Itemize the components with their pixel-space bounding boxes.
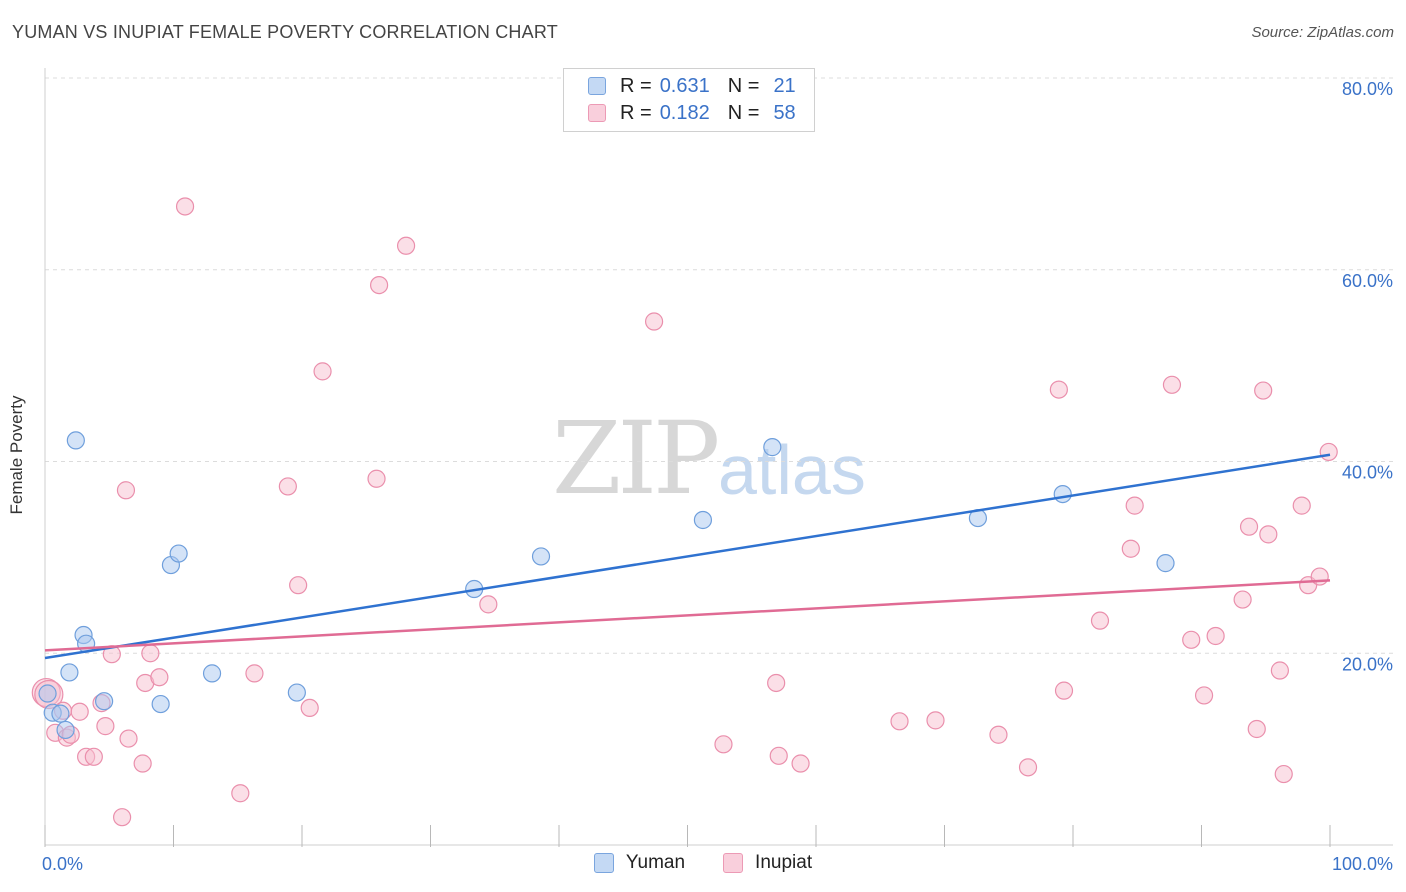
y-tick-label-40: 40.0% <box>1342 463 1393 483</box>
inupiat-point <box>1182 630 1201 649</box>
x-tick-label-0: 0.0% <box>42 854 83 874</box>
inupiat-point <box>313 362 332 381</box>
yuman-point <box>56 720 75 740</box>
inupiat-point <box>278 477 297 496</box>
inupiat-point <box>112 808 132 827</box>
inupiat-point <box>1259 525 1278 544</box>
watermark-zip: ZIP <box>552 400 720 517</box>
y-tick-label-60: 60.0% <box>1342 271 1393 291</box>
inupiat-trend-line <box>44 579 1331 652</box>
inupiat-point <box>714 735 733 754</box>
legend-r-value-yuman: 0.631 <box>659 74 710 97</box>
legend-r-label-inupiat: R = <box>620 101 652 124</box>
inupiat-point <box>1274 764 1293 784</box>
inupiat-point <box>644 312 664 331</box>
yuman-point <box>169 544 188 563</box>
legend-item-inupiat[interactable]: Inupiat <box>723 852 812 874</box>
legend-n-value-yuman: 21 <box>773 74 796 97</box>
inupiat-point <box>231 784 250 803</box>
inupiat-point <box>1292 496 1311 515</box>
inupiat-point <box>1162 375 1182 394</box>
inupiat-point <box>370 275 389 295</box>
yuman-point <box>60 663 79 682</box>
inupiat-point <box>1233 590 1252 609</box>
inupiat-point <box>1206 626 1225 646</box>
yuman-legend-swatch <box>593 853 614 873</box>
inupiat-point <box>1054 681 1074 700</box>
yuman-swatch <box>588 77 606 95</box>
inupiat-point <box>767 673 786 693</box>
inupiat-point <box>175 197 195 216</box>
yuman-legend-label: Yuman <box>625 852 686 873</box>
inupiat-point <box>96 717 115 736</box>
inupiat-point <box>769 746 788 765</box>
inupiat-point <box>150 668 169 687</box>
inupiat-point <box>1049 380 1068 399</box>
watermark-atlas: atlas <box>718 431 866 509</box>
series-legend: Yuman Inupiat <box>0 852 1406 874</box>
inupiat-point <box>396 236 416 255</box>
chart-source: Source: ZipAtlas.com <box>1251 24 1394 41</box>
yuman-point <box>287 683 306 702</box>
inupiat-point <box>890 712 909 731</box>
inupiat-legend-swatch <box>723 853 744 873</box>
inupiat-point <box>70 702 89 721</box>
inupiat-point <box>1018 758 1038 777</box>
inupiat-point <box>289 576 308 595</box>
legend-r-label-yuman: R = <box>620 74 652 97</box>
yuman-point <box>693 510 713 530</box>
legend-n-label-inupiat: N = <box>727 101 760 124</box>
inupiat-point <box>1319 442 1338 462</box>
inupiat-point <box>367 469 386 488</box>
legend-row-inupiat: R = 0.182 N = 58 <box>588 101 796 125</box>
inupiat-point <box>479 595 498 614</box>
yuman-point <box>1053 484 1072 504</box>
inupiat-point <box>84 747 103 766</box>
inupiat-point <box>119 729 138 748</box>
legend-n-label-yuman: N = <box>727 74 760 97</box>
yuman-point <box>66 431 85 450</box>
inupiat-point <box>141 644 160 663</box>
inupiat-point <box>989 725 1008 744</box>
inupiat-point <box>1121 539 1140 558</box>
yuman-point <box>531 547 551 566</box>
y-tick-label-20: 20.0% <box>1342 654 1393 674</box>
inupiat-legend-label: Inupiat <box>755 852 813 873</box>
inupiat-point <box>245 664 264 683</box>
inupiat-point <box>1125 496 1144 515</box>
legend-r-value-inupiat: 0.182 <box>659 101 710 124</box>
inupiat-point <box>1247 719 1266 739</box>
yuman-point <box>1156 554 1175 573</box>
yuman-trend-line <box>44 453 1331 660</box>
inupiat-point <box>1194 686 1214 705</box>
chart-title: YUMAN VS INUPIAT FEMALE POVERTY CORRELAT… <box>12 22 558 42</box>
inupiat-point <box>300 698 319 717</box>
legend-row-yuman: R = 0.631 N = 21 <box>588 74 796 98</box>
y-axis-label: Female Poverty <box>7 395 26 515</box>
y-tick-label-80: 80.0% <box>1342 79 1393 99</box>
inupiat-point <box>133 754 152 773</box>
yuman-point <box>38 684 57 703</box>
inupiat-swatch <box>588 104 606 122</box>
yuman-point <box>151 694 170 714</box>
inupiat-point <box>791 754 810 773</box>
stats-legend: R = 0.631 N = 21 R = 0.182 N = 58 <box>563 68 815 132</box>
inupiat-point <box>926 711 945 730</box>
yuman-point <box>51 704 70 723</box>
inupiat-point <box>1239 517 1259 536</box>
yuman-point <box>763 438 782 457</box>
inupiat-point <box>116 481 136 500</box>
inupiat-point <box>1254 381 1273 400</box>
legend-n-value-inupiat: 58 <box>773 101 796 124</box>
x-tick-label-100: 100.0% <box>1332 854 1393 874</box>
yuman-point <box>95 692 114 711</box>
legend-item-yuman[interactable]: Yuman <box>593 852 686 874</box>
yuman-point <box>202 664 222 683</box>
inupiat-point <box>1270 661 1289 680</box>
inupiat-point <box>1090 611 1110 630</box>
